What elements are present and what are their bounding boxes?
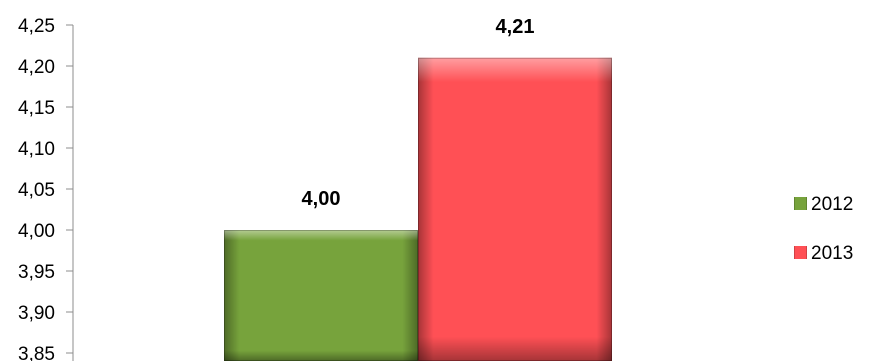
- data-label: 4,21: [496, 16, 535, 38]
- legend-item-2012: 2012: [794, 194, 853, 215]
- bar-2012: [224, 230, 418, 361]
- bar-bevel-top: [418, 57, 612, 361]
- y-tick-label: 4,00: [18, 221, 55, 242]
- bar-2013: [418, 57, 612, 361]
- y-tick-label: 4,05: [18, 180, 55, 201]
- legend-label: 2013: [811, 243, 853, 264]
- bar-bevel-top: [224, 230, 418, 361]
- y-tick-label: 4,10: [18, 139, 55, 160]
- y-tick-label: 3,95: [18, 262, 55, 283]
- legend-swatch-bevel: [794, 197, 807, 210]
- legend-swatch-bevel: [794, 246, 807, 259]
- y-tick-label: 4,25: [18, 16, 55, 37]
- y-tick-label: 4,20: [18, 57, 55, 78]
- legend-label: 2012: [811, 194, 853, 215]
- y-tick-label: 3,90: [18, 303, 55, 324]
- data-label: 4,00: [302, 188, 341, 210]
- legend-item-2013: 2013: [794, 243, 853, 264]
- y-tick-label: 4,15: [18, 98, 55, 119]
- y-tick-label: 3,85: [18, 344, 55, 361]
